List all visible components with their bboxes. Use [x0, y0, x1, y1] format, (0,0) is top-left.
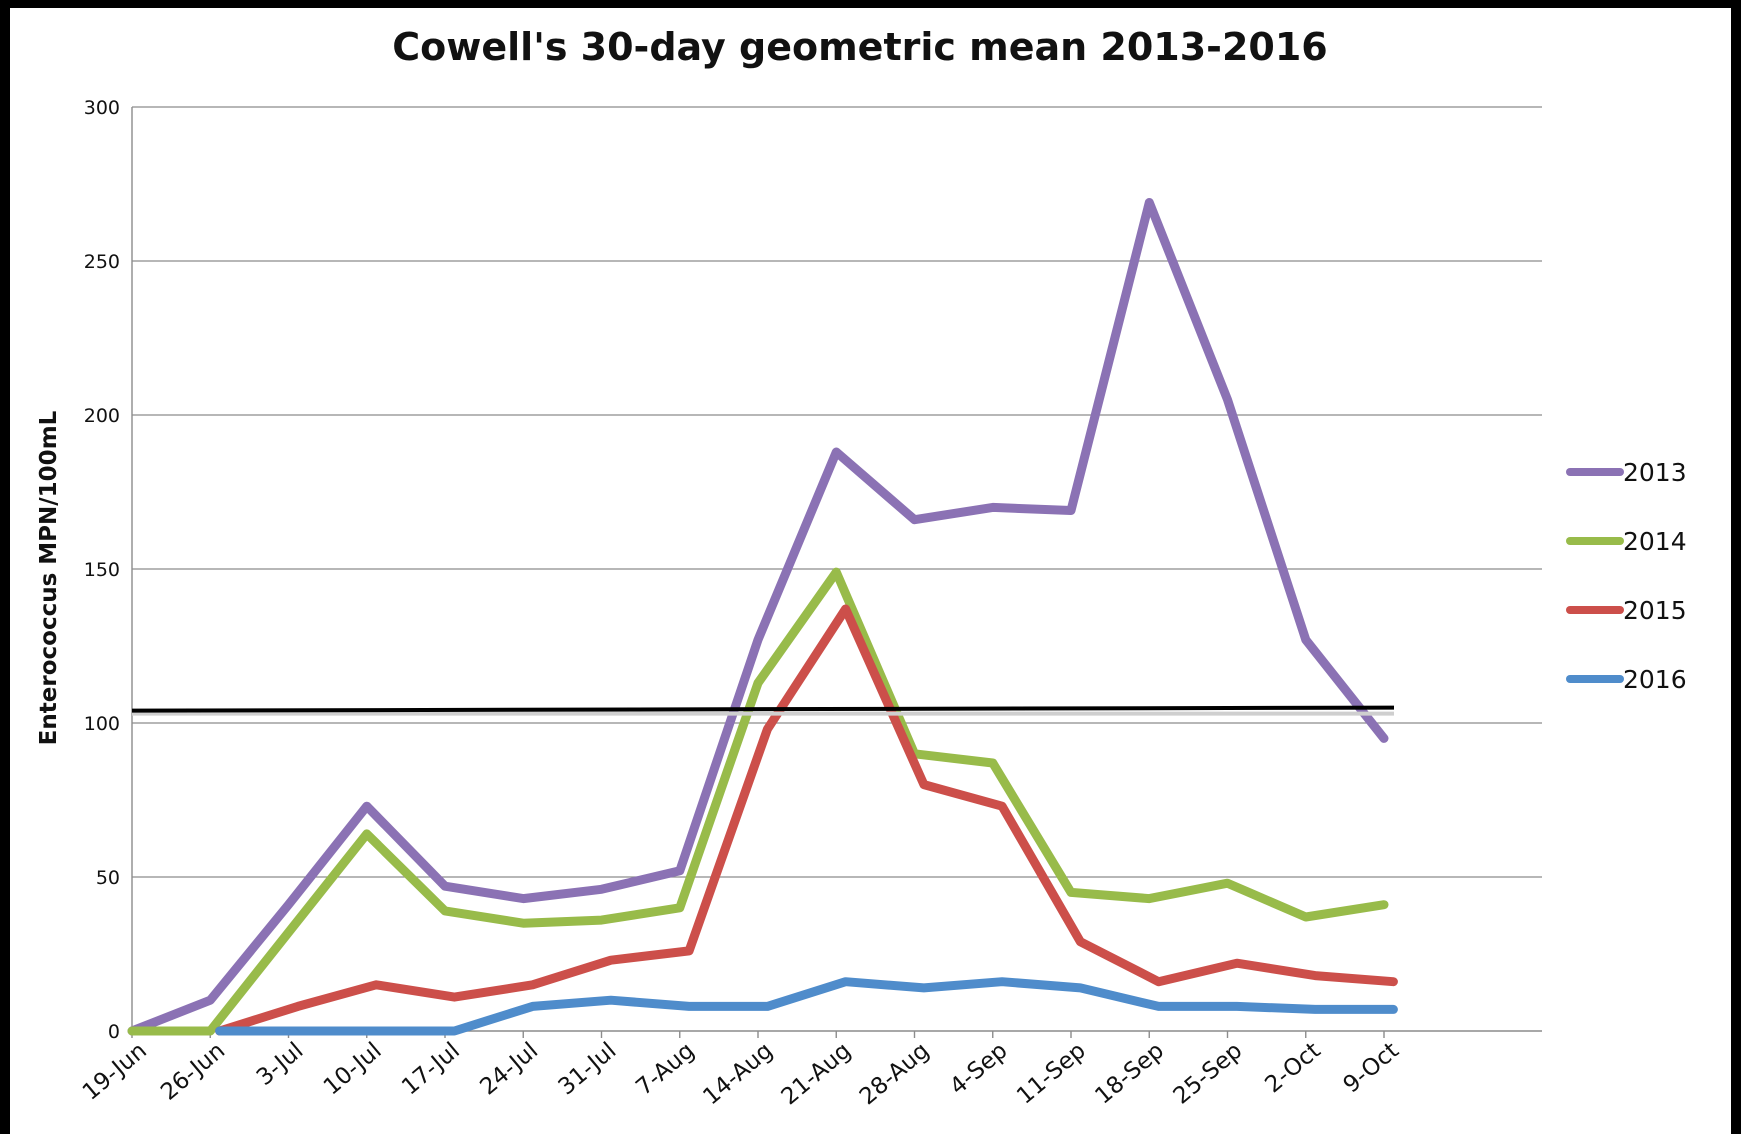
y-tick-label-100: 100 [84, 713, 120, 735]
x-tick-label-31-Jul: 31-Jul [554, 1038, 622, 1101]
x-tick-label-4-Sep: 4-Sep [945, 1038, 1012, 1101]
x-tick-label-14-Aug: 14-Aug [698, 1038, 778, 1111]
legend-label-2016: 2016 [1623, 665, 1687, 694]
series-line-2014 [127, 567, 1389, 1036]
legend-label-2014: 2014 [1623, 527, 1687, 556]
x-axis-tick-labels: 19-Jun 26-Jun 3-Jul 10-Jul 17-Jul 24-Jul 31-Ju… [78, 1038, 1404, 1111]
x-tick-label-9-Oct: 9-Oct [1339, 1038, 1404, 1099]
y-tick-label-50: 50 [96, 867, 120, 889]
gridlines [132, 106, 1542, 878]
y-tick-label-300: 300 [84, 97, 120, 119]
x-tick-label-18-Sep: 18-Sep [1090, 1038, 1169, 1110]
y-tick-label-0: 0 [108, 1021, 120, 1043]
x-tick-label-2-Oct: 2-Oct [1260, 1038, 1325, 1099]
legend-label-2015: 2015 [1623, 596, 1687, 625]
x-tick-label-24-Jul: 24-Jul [475, 1038, 543, 1101]
y-tick-label-150: 150 [84, 559, 120, 581]
reference-line-stroke [131, 705, 1395, 713]
reference-line [131, 705, 1395, 716]
x-tick-label-7-Aug: 7-Aug [631, 1038, 699, 1101]
series-line-2013 [127, 198, 1389, 1036]
x-tick-label-10-Jul: 10-Jul [319, 1038, 387, 1101]
x-tick-label-17-Jul: 17-Jul [397, 1038, 465, 1101]
legend-label-2013: 2013 [1623, 458, 1687, 487]
series-line-2015 [215, 604, 1398, 1036]
y-tick-label-250: 250 [84, 251, 120, 273]
y-tick-label-200: 200 [84, 405, 120, 427]
y-axis-label: Enterococcus MPN/100mL [36, 410, 62, 745]
x-tick-label-28-Aug: 28-Aug [855, 1038, 935, 1111]
chart-title: Cowell's 30-day geometric mean 2013-2016 [392, 25, 1327, 69]
x-tick-label-21-Aug: 21-Aug [777, 1038, 857, 1111]
x-tick-label-11-Sep: 11-Sep [1012, 1038, 1091, 1110]
series-line-2016 [215, 977, 1398, 1036]
x-tick-label-3-Jul: 3-Jul [252, 1038, 309, 1091]
legend: 2013 2014 2015 2016 [1566, 458, 1687, 694]
line-chart: Cowell's 30-day geometric mean 2013-2016… [36, 25, 1687, 1111]
chart-canvas: Cowell's 30-day geometric mean 2013-2016… [10, 8, 1731, 1134]
x-tick-label-25-Sep: 25-Sep [1169, 1038, 1248, 1110]
series-lines [127, 198, 1398, 1036]
x-tick-label-26-Jun: 26-Jun [156, 1038, 230, 1106]
x-tick-label-19-Jun: 19-Jun [78, 1038, 152, 1106]
y-axis-tick-labels: 0 50 100 150 200 250 300 [84, 97, 120, 1043]
